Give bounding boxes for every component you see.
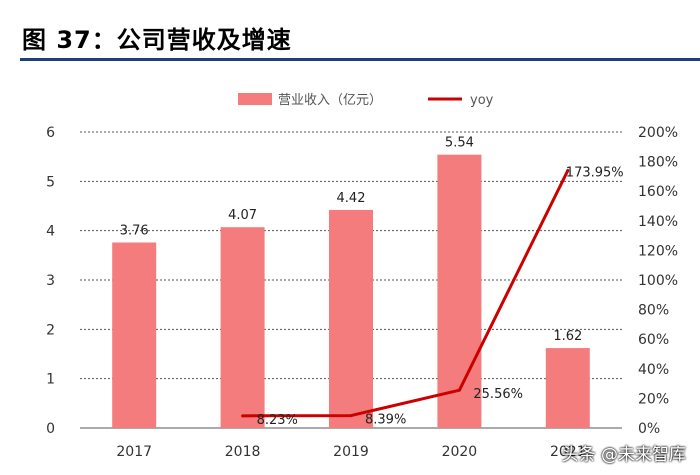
x-tick-label: 2021 <box>550 444 586 460</box>
y-left-tick-label: 0 <box>46 421 55 437</box>
yoy-line <box>242 169 570 418</box>
x-tick-label: 2020 <box>442 444 478 460</box>
y-right-tick-label: 40% <box>638 362 669 378</box>
y-left-tick-label: 6 <box>46 125 55 141</box>
title-divider <box>20 58 700 61</box>
legend-label-yoy: yoy <box>470 93 494 108</box>
yoy-point <box>241 414 245 418</box>
legend-swatch-revenue <box>238 93 272 105</box>
bar-2018 <box>220 227 265 428</box>
bar-2017 <box>112 242 157 428</box>
bar-2019 <box>329 209 373 428</box>
bar-data-label: 3.76 <box>120 224 149 239</box>
bar-data-label: 4.42 <box>337 191 366 206</box>
y-left-tick-label: 5 <box>46 174 55 190</box>
x-tick-label: 2019 <box>333 444 369 460</box>
yoy-data-label: 8.39% <box>365 413 406 428</box>
y-right-tick-label: 140% <box>638 214 678 230</box>
y-right-tick-label: 180% <box>638 155 678 171</box>
yoy-point <box>457 388 461 392</box>
y-right-tick-label: 100% <box>638 273 678 289</box>
y-right-tick-label: 20% <box>638 391 669 407</box>
x-tick-label: 2018 <box>225 444 261 460</box>
y-right-tick-label: 200% <box>638 125 678 141</box>
yoy-data-label: 173.95% <box>566 166 624 181</box>
y-right-tick-label: 160% <box>638 184 678 200</box>
bar-data-label: 5.54 <box>445 136 474 151</box>
bar-2020 <box>437 154 482 428</box>
watermark: 头条 @未来智库 <box>561 445 686 465</box>
bar-2021 <box>545 348 590 428</box>
y-left-tick-label: 1 <box>46 372 55 388</box>
bar-data-label: 1.62 <box>553 329 582 344</box>
yoy-point <box>566 169 570 173</box>
y-right-tick-label: 80% <box>638 303 669 319</box>
y-left-tick-label: 4 <box>46 224 55 240</box>
y-right-tick-label: 120% <box>638 243 678 259</box>
y-right-tick-label: 60% <box>638 332 669 348</box>
yoy-point <box>349 414 353 418</box>
y-left-tick-label: 2 <box>46 322 55 338</box>
y-right-tick-label: 0% <box>638 421 660 437</box>
x-tick-label: 2017 <box>116 444 152 460</box>
y-left-tick-label: 3 <box>46 273 55 289</box>
yoy-data-label: 25.56% <box>473 387 523 402</box>
chart-title: 图 37：公司营收及增速 <box>22 26 292 54</box>
legend-label-revenue: 营业收入（亿元） <box>278 93 382 108</box>
bar-data-label: 4.07 <box>228 208 257 223</box>
yoy-data-label: 8.23% <box>257 413 298 428</box>
